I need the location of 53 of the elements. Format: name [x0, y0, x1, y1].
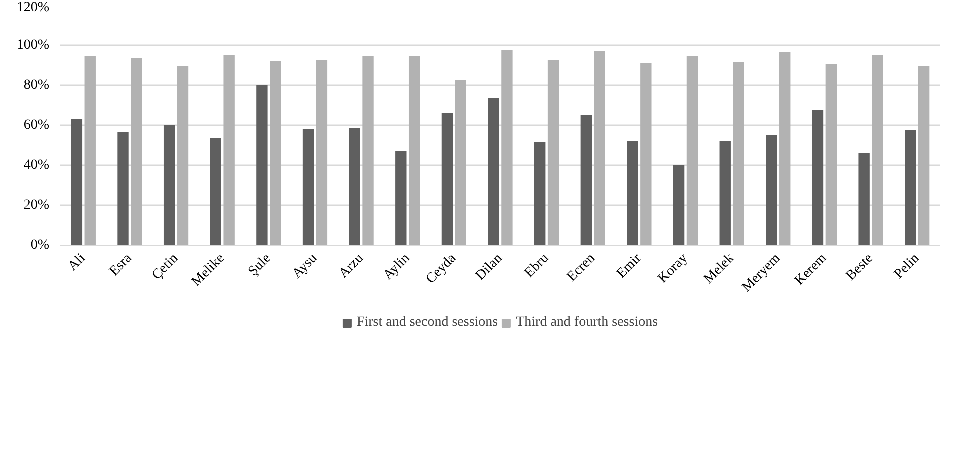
bar [594, 51, 606, 246]
bar [224, 55, 235, 246]
bar [302, 129, 314, 246]
bar [640, 63, 652, 246]
x-tick-label: Arzu [336, 251, 367, 282]
bar [210, 138, 222, 246]
bar [733, 62, 744, 246]
x-tick-label: Pelin [892, 251, 923, 282]
bar [118, 132, 129, 246]
bar [270, 61, 282, 246]
bar [766, 135, 778, 246]
bar [872, 55, 884, 246]
bar [720, 141, 731, 246]
bar [488, 98, 500, 246]
bar [316, 60, 328, 246]
x-tick-label: Şule [246, 251, 274, 280]
y-tick-label: 20% [24, 198, 50, 213]
bar [548, 60, 560, 246]
bar [826, 64, 838, 246]
bar [256, 85, 268, 246]
bar [686, 56, 698, 246]
bar [131, 58, 142, 246]
bar [534, 142, 546, 246]
y-tick-label: 80% [24, 78, 50, 93]
bar [177, 66, 189, 246]
y-tick-label: 100% [16, 38, 50, 53]
y-tick-label: 40% [24, 158, 50, 173]
bar [812, 110, 824, 246]
bar [918, 66, 930, 246]
bar [780, 52, 791, 246]
legend-label: First and second sessions [356, 315, 498, 331]
y-tick-label: 120% [16, 0, 50, 16]
y-tick-label: 60% [24, 118, 50, 133]
bar [349, 128, 360, 246]
bar [627, 141, 638, 246]
bar [362, 56, 374, 246]
bar [858, 153, 870, 246]
bar [905, 130, 916, 246]
bar [502, 50, 513, 246]
x-tick-label: Ali [66, 251, 90, 274]
legend-label: Third and fourth sessions [516, 315, 658, 331]
bar [408, 56, 420, 246]
bar [442, 113, 454, 246]
x-tick-label: Esra [107, 250, 136, 280]
bar [84, 56, 96, 246]
bar [673, 165, 685, 246]
bar [164, 125, 176, 246]
bar [71, 119, 83, 246]
bar [455, 80, 466, 246]
bar [396, 151, 407, 246]
y-tick-label: 0% [30, 238, 50, 253]
x-tick-label: Ebru [522, 251, 552, 282]
bar [580, 115, 592, 246]
